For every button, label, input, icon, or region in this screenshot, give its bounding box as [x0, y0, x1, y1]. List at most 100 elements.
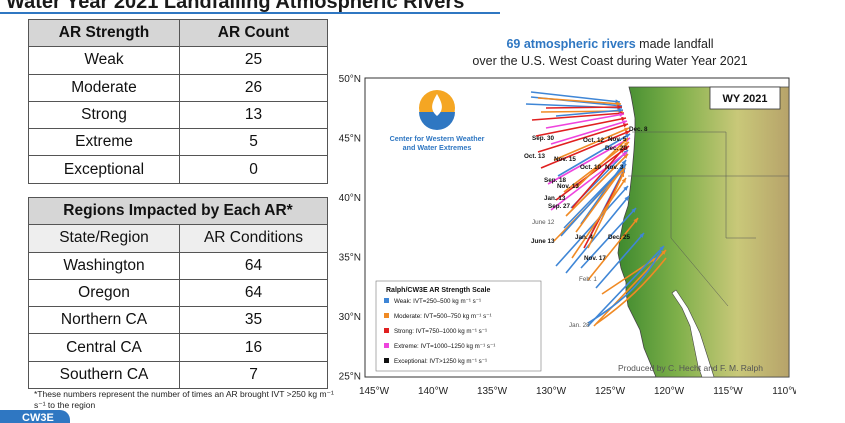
lon-tick-label: 125°W — [595, 386, 626, 397]
north-america-land — [617, 86, 790, 378]
ar-date-label: Nov. 13 — [557, 183, 579, 190]
state-borders — [628, 131, 789, 307]
ar-date-label: June 13 — [531, 238, 555, 245]
table-row: Strong 13 — [28, 100, 328, 130]
ar-date-label: Dec. 25 — [608, 234, 631, 241]
row-count: 0 — [179, 155, 328, 184]
ar-trajectory-line — [530, 91, 621, 103]
regions-table-title: Regions Impacted by Each AR* — [28, 196, 328, 226]
strength-legend: Ralph/CW3E AR Strength Scale Weak: IVT=2… — [375, 280, 542, 372]
ar-date-label: Nov. 5 — [608, 136, 627, 143]
ar-arrowhead — [619, 148, 624, 153]
ar-trajectory-line — [560, 163, 627, 237]
table-row: Exceptional 0 — [28, 155, 328, 184]
ar-date-label: Dec. 8 — [629, 126, 648, 133]
ar-trajectory-line — [537, 97, 622, 105]
row-count: 35 — [179, 306, 328, 335]
lon-tick-label: 130°W — [536, 386, 567, 397]
legend-item-label: Strong: IVT=750–1000 kg m⁻¹ s⁻¹ — [394, 328, 487, 335]
row-count: 64 — [179, 278, 328, 308]
ar-trajectory-line — [555, 185, 629, 267]
legend-swatch — [384, 313, 389, 318]
ar-arrowhead — [639, 233, 644, 238]
legend-swatch — [384, 358, 389, 363]
column-header-count: AR Count — [179, 18, 328, 48]
row-count: 25 — [179, 46, 328, 75]
legend-swatch — [384, 298, 389, 303]
lat-tick-label: 35°N — [339, 253, 361, 264]
ar-trajectory-line — [557, 133, 631, 177]
ar-date-labels: Dec. 8 Sep. 30 Oct. 12 Nov. 5 Dec. 20 Oct. 13… — [524, 126, 648, 329]
title-rule — [0, 12, 500, 14]
ar-trajectory-line — [575, 137, 629, 189]
ar-date-label: Sep. 27 — [548, 203, 571, 210]
legend-item-label: Weak: IVT=250–500 kg m⁻¹ s⁻¹ — [394, 298, 481, 305]
ar-arrowhead — [624, 146, 629, 151]
ar-trajectory-line — [550, 151, 628, 211]
row-label: Extreme — [28, 128, 180, 157]
ar-arrowhead — [625, 130, 630, 135]
ar-strength-table: AR Strength AR Count Weak 25 Moderate 26 S… — [28, 18, 328, 184]
ar-arrowhead — [624, 127, 629, 132]
lat-tick-label: 40°N — [339, 193, 361, 204]
row-label: Central CA — [28, 333, 180, 362]
table-row: Washington 64 — [28, 251, 328, 280]
ar-trajectory-line — [587, 250, 662, 324]
lon-tick-label: 115°W — [713, 386, 743, 397]
ar-arrowhead — [621, 116, 626, 122]
ar-arrowhead — [659, 246, 664, 251]
ar-trajectory-line — [565, 195, 630, 274]
legend-swatch — [384, 328, 389, 333]
row-label: Moderate — [28, 73, 180, 102]
column-header-region: State/Region — [28, 224, 180, 253]
cw3e-logo — [419, 90, 455, 130]
page-title: Water Year 2021 Landfalling Atmospheric … — [6, 0, 465, 13]
gulf-of-california — [671, 289, 715, 378]
row-count: 5 — [179, 128, 328, 157]
footnote: *These numbers represent the number of t… — [34, 389, 334, 410]
ar-trajectory-line — [571, 177, 627, 259]
longitude-ticks: 145°W 140°W 135°W 130°W 125°W 120°W 115°W 110°W — [359, 386, 796, 397]
table-header-row: AR Strength AR Count — [28, 18, 328, 48]
ar-date-label: Feb. 1 — [579, 276, 597, 283]
ar-date-label: June 12 — [532, 219, 555, 226]
ar-arrowhead — [621, 164, 626, 169]
legend-box — [375, 280, 542, 372]
ar-trajectory-line — [535, 117, 627, 137]
ar-arrowhead — [624, 142, 629, 147]
ar-date-label: Sep. 18 — [544, 177, 567, 184]
row-label: Southern CA — [28, 360, 180, 390]
lat-tick-label: 45°N — [339, 134, 361, 145]
table-row: Moderate 26 — [28, 73, 328, 102]
lon-tick-label: 120°W — [654, 386, 685, 397]
table-row: Central CA 16 — [28, 333, 328, 362]
row-label: Weak — [28, 46, 180, 75]
ar-trajectory-line — [580, 207, 637, 269]
ar-arrowhead — [618, 108, 623, 113]
ar-arrowhead — [625, 134, 630, 139]
table-row: Northern CA 35 — [28, 306, 328, 335]
row-label: Washington — [28, 251, 180, 280]
ar-date-label: Nov. 15 — [554, 156, 576, 163]
ar-date-label: Oct. 12 — [583, 137, 604, 144]
ar-date-label: Oct. 13 — [524, 153, 545, 160]
ar-landfall-map: Center for Western Weather and Water Ext… — [339, 74, 796, 397]
row-count: 64 — [179, 251, 328, 280]
ar-trajectory-line — [547, 137, 631, 185]
column-header-strength: AR Strength — [28, 18, 180, 48]
map-title-highlight: 69 atmospheric rivers — [506, 37, 636, 51]
table-row: Southern CA 7 — [28, 360, 328, 390]
row-label: Strong — [28, 100, 180, 130]
ar-arrowhead — [621, 160, 626, 165]
cw3e-footer-logo: CW3E — [0, 410, 70, 423]
legend-item-label: Exceptional: IVT>1250 kg m⁻¹ s⁻¹ — [394, 358, 487, 365]
ar-date-label: Jan. 4 — [575, 234, 593, 241]
ar-trajectory-line — [595, 232, 645, 289]
lat-tick-label: 50°N — [339, 74, 361, 85]
ar-arrowhead — [620, 172, 625, 177]
table-row: Extreme 5 — [28, 128, 328, 157]
ar-trajectory-line — [553, 127, 630, 161]
org-name-line1: Center for Western Weather — [390, 134, 485, 143]
ar-arrowhead — [616, 101, 621, 106]
legend-title: Ralph/CW3E AR Strength Scale — [386, 287, 490, 294]
